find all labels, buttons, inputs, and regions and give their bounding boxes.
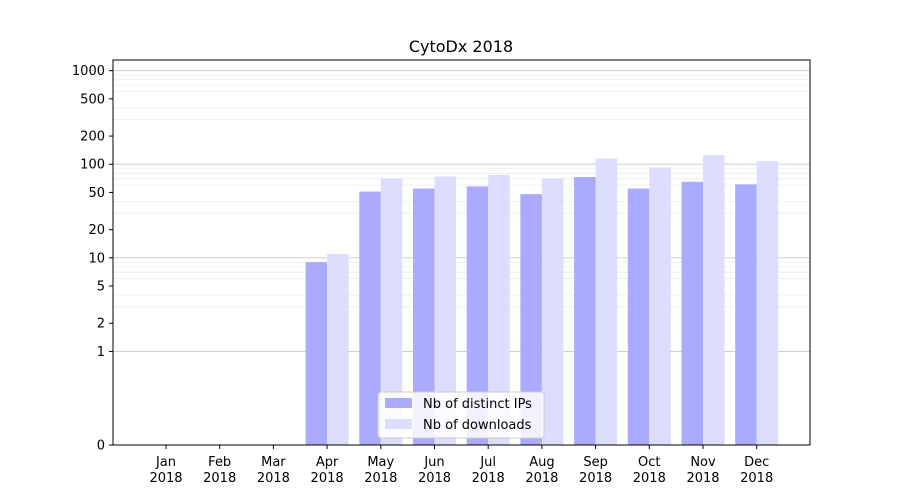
x-tick-label-year: 2018: [740, 471, 773, 486]
bar-distinct-ips-dec: [735, 184, 757, 446]
y-tick-label: 500: [80, 92, 105, 107]
bar-distinct-ips-apr: [305, 262, 328, 445]
x-tick-label-year: 2018: [149, 471, 182, 486]
bar-downloads-apr: [327, 254, 349, 445]
y-tick-label: 0: [97, 439, 105, 454]
bar-distinct-ips-jul: [466, 186, 489, 445]
bar-distinct-ips-jun: [413, 188, 435, 445]
y-tick-label: 20: [88, 223, 105, 238]
y-tick-label: 100: [80, 158, 105, 173]
x-tick-label-year: 2018: [525, 471, 558, 486]
legend-label: Nb of distinct IPs: [423, 397, 532, 412]
x-tick-label-month: Mar: [261, 455, 286, 470]
legend: Nb of distinct IPs Nb of downloads: [377, 391, 545, 439]
bar-downloads-jun: [434, 176, 456, 445]
legend-swatch: [385, 419, 412, 429]
x-tick-label-year: 2018: [472, 471, 505, 486]
bar-downloads-oct: [649, 167, 671, 445]
y-tick-label: 2: [97, 317, 105, 332]
x-tick-label-month: May: [367, 455, 394, 470]
x-tick-label-month: Nov: [690, 455, 716, 470]
x-tick-label-month: Feb: [208, 455, 231, 470]
x-tick-label-month: Sep: [583, 455, 608, 470]
x-tick-label-year: 2018: [257, 471, 290, 486]
x-tick-label-month: Oct: [638, 455, 660, 470]
x-tick-label-year: 2018: [203, 471, 236, 486]
bar-downloads-nov: [703, 155, 725, 445]
bar-downloads-sep: [595, 158, 618, 445]
x-tick-label-year: 2018: [364, 471, 397, 486]
y-tick-label: 1: [97, 345, 105, 360]
legend-box: [377, 391, 545, 439]
y-tick-label: 200: [80, 130, 105, 145]
plot-frame: [112, 59, 811, 446]
x-tick-label-month: Aug: [529, 455, 554, 470]
x-tick-label-month: Jun: [423, 455, 444, 470]
y-tick-label: 1000: [72, 64, 105, 79]
x-axis: Jan2018Feb2018Mar2018Apr2018May2018Jun20…: [149, 445, 773, 486]
x-tick-label-year: 2018: [686, 471, 719, 486]
y-axis: 0 1 2 5 10 20 50 100 200 500 1000: [72, 64, 113, 454]
legend-label: Nb of downloads: [423, 418, 532, 433]
legend-swatch: [385, 398, 412, 408]
bar-downloads-dec: [756, 161, 779, 445]
x-tick-label-year: 2018: [311, 471, 344, 486]
x-tick-label-month: Apr: [316, 455, 339, 470]
x-tick-label-year: 2018: [579, 471, 612, 486]
y-tick-label: 5: [97, 280, 105, 295]
bar-distinct-ips-may: [359, 191, 381, 445]
bar-downloads-aug: [541, 178, 564, 445]
bar-distinct-ips-oct: [627, 188, 650, 445]
x-tick-label-month: Jan: [155, 455, 176, 470]
x-tick-label-month: Jul: [479, 455, 496, 470]
chart-title: CytoDx 2018: [409, 37, 513, 56]
x-tick-label-year: 2018: [633, 471, 666, 486]
bar-distinct-ips-aug: [520, 194, 542, 445]
bar-layer: [305, 155, 779, 446]
bar-downloads-may: [380, 178, 403, 445]
y-tick-label: 10: [88, 251, 105, 266]
y-tick-label: 50: [88, 186, 105, 201]
bar-distinct-ips-sep: [574, 177, 596, 445]
x-tick-label-month: Dec: [744, 455, 769, 470]
bar-distinct-ips-nov: [681, 181, 703, 446]
x-tick-label-year: 2018: [418, 471, 451, 486]
bar-downloads-jul: [488, 174, 510, 445]
